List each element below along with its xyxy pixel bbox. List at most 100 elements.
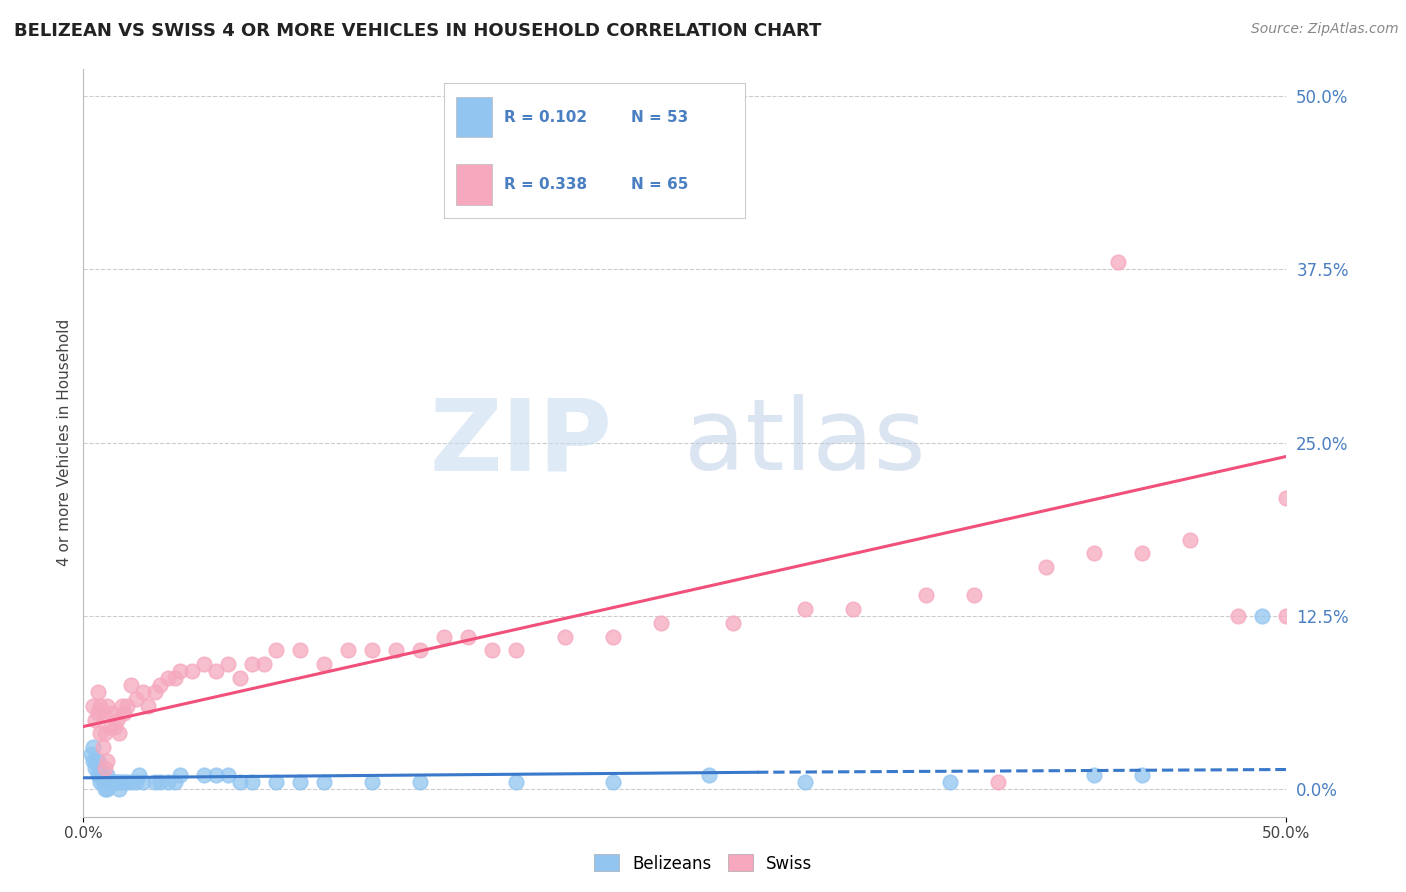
Point	[721, 615, 744, 630]
Point	[1227, 608, 1250, 623]
Point	[103, 775, 125, 789]
Point	[84, 754, 107, 768]
Point	[193, 657, 215, 672]
Point	[361, 643, 384, 657]
Point	[82, 740, 104, 755]
Point	[111, 698, 134, 713]
Point	[96, 768, 118, 782]
Point	[91, 768, 114, 782]
Point	[105, 713, 128, 727]
Point	[505, 775, 527, 789]
Point	[89, 726, 111, 740]
Point	[650, 615, 672, 630]
Point	[91, 775, 114, 789]
Point	[409, 775, 432, 789]
Point	[108, 775, 131, 789]
Point	[673, 172, 696, 186]
Point	[96, 698, 118, 713]
Point	[125, 691, 148, 706]
Point	[794, 602, 817, 616]
Point	[103, 720, 125, 734]
Text: ZIP: ZIP	[430, 394, 613, 491]
Point	[94, 781, 117, 796]
Text: Source: ZipAtlas.com: Source: ZipAtlas.com	[1251, 22, 1399, 37]
Point	[108, 781, 131, 796]
Point	[91, 706, 114, 720]
Point	[433, 630, 456, 644]
Point	[87, 754, 110, 768]
Point	[96, 754, 118, 768]
Point	[84, 761, 107, 775]
Point	[794, 775, 817, 789]
Point	[602, 775, 624, 789]
Point	[1083, 768, 1105, 782]
Point	[149, 775, 172, 789]
Point	[505, 643, 527, 657]
Point	[82, 754, 104, 768]
Point	[1275, 608, 1298, 623]
Point	[169, 664, 191, 678]
Point	[288, 775, 311, 789]
Point	[101, 706, 124, 720]
Point	[385, 643, 408, 657]
Text: atlas: atlas	[685, 394, 927, 491]
Point	[101, 775, 124, 789]
Point	[1251, 608, 1274, 623]
Point	[108, 726, 131, 740]
Point	[457, 630, 479, 644]
Point	[112, 706, 135, 720]
Point	[204, 664, 226, 678]
Point	[163, 671, 186, 685]
Point	[337, 643, 360, 657]
Point	[98, 775, 121, 789]
Point	[697, 768, 720, 782]
Point	[87, 768, 110, 782]
Point	[84, 713, 107, 727]
Point	[1275, 491, 1298, 505]
Point	[115, 775, 138, 789]
Point	[132, 775, 155, 789]
Point	[94, 726, 117, 740]
Point	[240, 775, 263, 789]
Point	[1083, 546, 1105, 560]
Point	[156, 671, 179, 685]
Point	[1180, 533, 1202, 547]
Point	[842, 602, 865, 616]
Point	[962, 588, 984, 602]
Point	[94, 775, 117, 789]
Point	[82, 698, 104, 713]
Point	[1035, 560, 1057, 574]
Point	[96, 775, 118, 789]
Point	[132, 685, 155, 699]
Point	[105, 775, 128, 789]
Point	[149, 678, 172, 692]
Legend: Belizeans, Swiss: Belizeans, Swiss	[586, 847, 820, 880]
Y-axis label: 4 or more Vehicles in Household: 4 or more Vehicles in Household	[58, 319, 72, 566]
Text: BELIZEAN VS SWISS 4 OR MORE VEHICLES IN HOUSEHOLD CORRELATION CHART: BELIZEAN VS SWISS 4 OR MORE VEHICLES IN …	[14, 22, 821, 40]
Point	[96, 781, 118, 796]
Point	[602, 630, 624, 644]
Point	[217, 768, 239, 782]
Point	[481, 643, 503, 657]
Point	[89, 698, 111, 713]
Point	[1107, 255, 1129, 269]
Point	[361, 775, 384, 789]
Point	[87, 761, 110, 775]
Point	[89, 761, 111, 775]
Point	[125, 775, 148, 789]
Point	[217, 657, 239, 672]
Point	[228, 775, 250, 789]
Point	[79, 747, 101, 762]
Point	[312, 657, 335, 672]
Point	[163, 775, 186, 789]
Point	[938, 775, 960, 789]
Point	[94, 761, 117, 775]
Point	[115, 698, 138, 713]
Point	[91, 740, 114, 755]
Point	[136, 698, 159, 713]
Point	[98, 720, 121, 734]
Point	[554, 630, 576, 644]
Point	[240, 657, 263, 672]
Point	[145, 685, 167, 699]
Point	[264, 775, 287, 789]
